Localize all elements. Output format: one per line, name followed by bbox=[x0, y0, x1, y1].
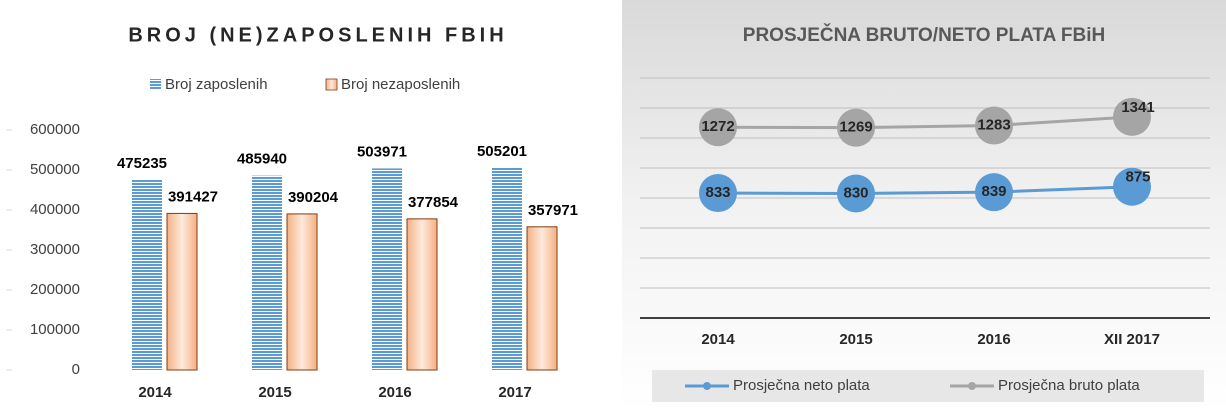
marker bbox=[837, 174, 875, 213]
x-tick-label: 2016 bbox=[977, 331, 1010, 348]
marker bbox=[1113, 167, 1151, 206]
data-label: 357971 bbox=[528, 202, 578, 219]
x-tick-label: 2017 bbox=[498, 384, 531, 401]
y-tick-label: 500000 bbox=[30, 161, 80, 178]
bar bbox=[252, 175, 282, 370]
data-label: 377854 bbox=[408, 194, 459, 211]
line bbox=[717, 115, 1133, 130]
y-tick-label: 300000 bbox=[30, 241, 80, 258]
bar bbox=[372, 168, 402, 370]
data-label: 505201 bbox=[477, 143, 527, 160]
x-tick-label: 2016 bbox=[378, 384, 411, 401]
x-tick-label: 2015 bbox=[839, 331, 872, 348]
legend-label: Prosječna bruto plata bbox=[998, 377, 1140, 394]
marker bbox=[1113, 97, 1151, 136]
data-label: 1269 bbox=[839, 119, 872, 136]
data-label: 1272 bbox=[701, 118, 734, 135]
y-tick-label: 200000 bbox=[30, 281, 80, 298]
legend-swatch bbox=[325, 78, 338, 91]
x-tick-label: 2014 bbox=[701, 331, 735, 348]
y-tick-label: 400000 bbox=[30, 201, 80, 218]
data-label: 830 bbox=[843, 184, 868, 201]
legend-marker bbox=[703, 382, 711, 390]
x-tick-label: 2015 bbox=[258, 384, 291, 401]
marker bbox=[975, 173, 1013, 212]
data-label: 391427 bbox=[168, 188, 218, 205]
legend-swatch bbox=[150, 79, 161, 90]
y-tick-label: 100000 bbox=[30, 321, 80, 338]
bar bbox=[406, 218, 438, 371]
legend-label: Prosječna neto plata bbox=[733, 377, 870, 394]
chart-title: BROJ (NE)ZAPOSLENIH FBIH bbox=[128, 24, 507, 46]
legend-label: Broj nezaposlenih bbox=[341, 76, 460, 93]
bar bbox=[166, 212, 198, 371]
data-label: 1341 bbox=[1121, 99, 1154, 116]
y-tick-label: 600000 bbox=[30, 121, 80, 138]
data-label: 833 bbox=[705, 184, 730, 201]
data-label: 875 bbox=[1125, 169, 1150, 186]
legend-box bbox=[652, 370, 1204, 402]
x-tick-label: 2014 bbox=[138, 384, 172, 401]
bar bbox=[492, 167, 522, 370]
marker bbox=[975, 106, 1013, 145]
bar bbox=[286, 213, 318, 371]
marker bbox=[699, 174, 737, 213]
marker bbox=[699, 108, 737, 147]
chart-title: PROSJEČNA BRUTO/NETO PLATA FBiH bbox=[743, 24, 1105, 46]
data-label: 390204 bbox=[288, 189, 339, 206]
x-tick-label: XII 2017 bbox=[1104, 331, 1160, 348]
data-label: 503971 bbox=[357, 143, 407, 160]
legend-marker bbox=[968, 382, 976, 390]
data-label: 1283 bbox=[977, 117, 1010, 134]
marker bbox=[837, 108, 875, 147]
bar bbox=[132, 179, 162, 370]
data-label: 485940 bbox=[237, 151, 287, 168]
bar bbox=[526, 226, 558, 371]
y-tick-label: 0 bbox=[72, 361, 80, 378]
line bbox=[717, 185, 1133, 196]
legend-label: Broj zaposlenih bbox=[165, 76, 268, 93]
data-label: 839 bbox=[981, 183, 1006, 200]
data-label: 475235 bbox=[117, 155, 167, 172]
